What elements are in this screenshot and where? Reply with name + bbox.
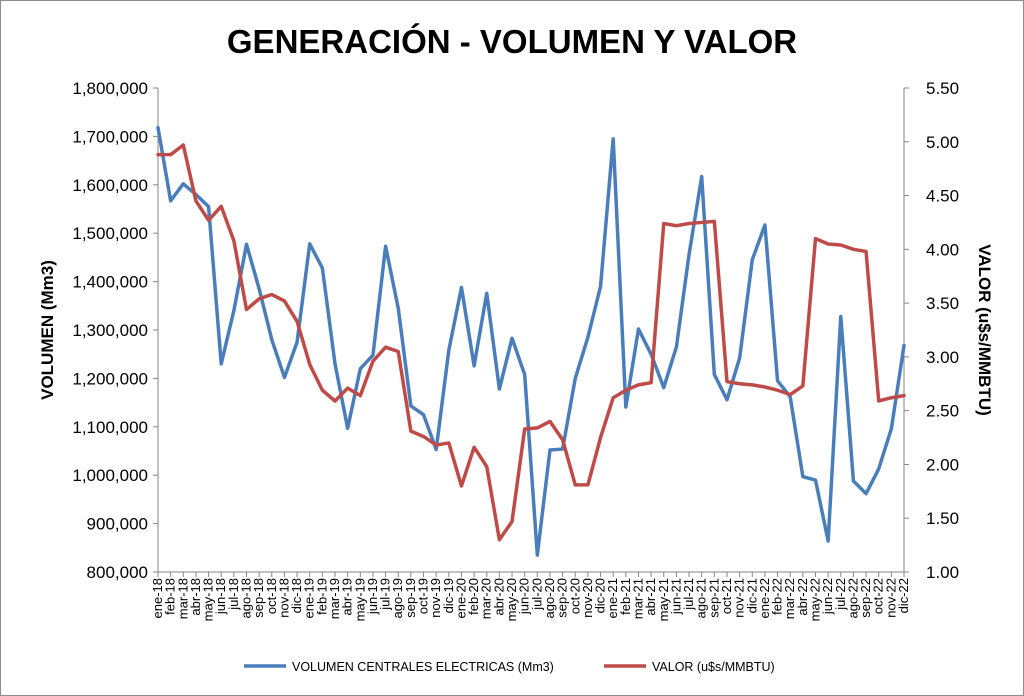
x-tick-label: dic-19: [441, 578, 456, 613]
left-tick-label: 1,600,000: [72, 176, 148, 195]
legend-label-volumen: VOLUMEN CENTRALES ELECTRICAS (Mm3): [292, 660, 554, 674]
x-tick-label: jul-21: [681, 578, 696, 611]
x-tick-label: nov-18: [276, 578, 291, 618]
x-tick-label: oct-21: [719, 578, 734, 614]
right-tick-label: 2.00: [926, 455, 959, 474]
x-tick-label: nov-21: [732, 578, 747, 618]
x-tick-label: nov-20: [580, 578, 595, 618]
x-axis: ene-18feb-18mar-18abr-18may-18jun-18jul-…: [150, 571, 911, 621]
x-tick-label: jun-20: [517, 578, 532, 615]
x-tick-label: oct-18: [264, 578, 279, 614]
x-tick-label: jun-22: [820, 578, 835, 615]
x-tick-label: jun-19: [365, 578, 380, 615]
series-line-volumen: [156, 125, 906, 557]
x-tick-label: ene-19: [302, 578, 317, 618]
x-tick-label: mar-22: [782, 578, 797, 619]
x-tick-label: jul-19: [378, 578, 393, 611]
x-tick-label: mar-20: [479, 578, 494, 619]
x-tick-label: jun-18: [213, 578, 228, 615]
x-tick-label: feb-18: [163, 578, 178, 615]
x-tick-label: feb-20: [466, 578, 481, 615]
left-tick-label: 1,000,000: [72, 466, 148, 485]
x-tick-label: abr-19: [340, 578, 355, 616]
right-tick-label: 2.50: [926, 402, 959, 421]
x-tick-label: may-22: [807, 578, 822, 621]
left-tick-label: 1,200,000: [72, 369, 148, 388]
x-tick-label: ago-21: [694, 578, 709, 618]
x-tick-label: sep-18: [251, 578, 266, 618]
plot-area: [156, 125, 906, 557]
right-tick-label: 4.50: [926, 187, 959, 206]
series-line-valor: [156, 143, 906, 542]
x-tick-label: sep-21: [706, 578, 721, 618]
x-tick-label: dic-22: [896, 578, 911, 613]
x-tick-label: abr-18: [188, 578, 203, 616]
right-axis-title: VALOR (u$s/MMBTU): [975, 244, 994, 416]
x-tick-label: oct-19: [416, 578, 431, 614]
left-tick-label: 1,100,000: [72, 418, 148, 437]
x-tick-label: ene-21: [605, 578, 620, 618]
x-tick-label: ene-22: [757, 578, 772, 618]
x-tick-label: mar-21: [630, 578, 645, 619]
right-tick-label: 3.00: [926, 348, 959, 367]
x-tick-label: may-18: [201, 578, 216, 621]
x-tick-label: abr-20: [491, 578, 506, 616]
right-y-axis: 1.00 1.50 2.00 2.50 3.00 3.50 4.00 4.50 5.00 5.50: [903, 79, 959, 582]
x-tick-label: abr-22: [795, 578, 810, 616]
left-tick-label: 1,400,000: [72, 273, 148, 292]
x-tick-label: ago-22: [845, 578, 860, 618]
x-tick-label: ene-18: [150, 578, 165, 618]
x-tick-label: ago-20: [542, 578, 557, 618]
x-tick-label: oct-22: [871, 578, 886, 614]
legend-label-valor: VALOR (u$s/MMBTU): [652, 660, 775, 674]
x-tick-label: sep-20: [555, 578, 570, 618]
x-tick-label: dic-20: [593, 578, 608, 613]
left-tick-label: 1,700,000: [72, 127, 148, 146]
x-tick-label: nov-19: [428, 578, 443, 618]
x-tick-label: jul-22: [833, 578, 848, 611]
legend: VOLUMEN CENTRALES ELECTRICAS (Mm3) VALOR…: [244, 660, 775, 674]
x-tick-label: sep-19: [403, 578, 418, 618]
x-tick-label: feb-19: [314, 578, 329, 615]
x-tick-label: oct-20: [567, 578, 582, 614]
chart-title: GENERACIÓN - VOLUMEN Y VALOR: [227, 23, 797, 60]
left-tick-label: 900,000: [87, 515, 148, 534]
left-tick-label: 1,500,000: [72, 224, 148, 243]
x-tick-label: may-21: [656, 578, 671, 621]
x-tick-label: dic-21: [744, 578, 759, 613]
x-tick-label: feb-21: [618, 578, 633, 615]
x-tick-label: feb-22: [770, 578, 785, 615]
right-tick-label: 1.00: [926, 563, 959, 582]
x-tick-label: nov-22: [883, 578, 898, 618]
x-tick-label: sep-22: [858, 578, 873, 618]
left-tick-label: 1,800,000: [72, 79, 148, 98]
x-tick-label: ago-18: [239, 578, 254, 618]
x-tick-label: abr-21: [643, 578, 658, 616]
left-axis-title: VOLUMEN (Mm3): [38, 260, 57, 400]
x-tick-label: jun-21: [668, 578, 683, 615]
right-tick-label: 1.50: [926, 509, 959, 528]
x-tick-label: ago-19: [390, 578, 405, 618]
right-tick-label: 4.00: [926, 240, 959, 259]
right-tick-label: 3.50: [926, 294, 959, 313]
x-tick-label: ene-20: [453, 578, 468, 618]
x-tick-label: jul-20: [529, 578, 544, 611]
left-tick-label: 1,300,000: [72, 321, 148, 340]
x-tick-label: mar-19: [327, 578, 342, 619]
x-tick-label: dic-18: [289, 578, 304, 613]
x-tick-label: jul-18: [226, 578, 241, 611]
x-tick-label: mar-18: [175, 578, 190, 619]
left-tick-label: 800,000: [87, 563, 148, 582]
left-y-axis: 800,000 900,000 1,000,000 1,100,000 1,200,00…: [72, 79, 159, 582]
right-tick-label: 5.00: [926, 133, 959, 152]
x-tick-label: may-19: [352, 578, 367, 621]
right-tick-label: 5.50: [926, 79, 959, 98]
x-tick-label: may-20: [504, 578, 519, 621]
